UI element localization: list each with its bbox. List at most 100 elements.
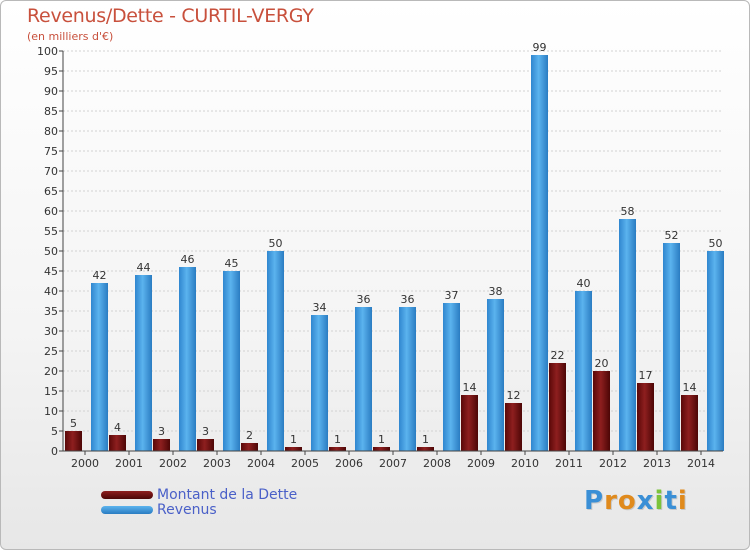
bar-revenus: [267, 251, 284, 451]
data-label-revenus: 52: [665, 229, 679, 242]
y-tick-label: 95: [44, 65, 58, 78]
chart-title: Revenus/Dette - CURTIL-VERGY: [27, 5, 314, 27]
y-tick-label: 80: [44, 125, 58, 138]
data-label-dette: 17: [639, 369, 653, 382]
data-label-revenus: 99: [533, 41, 547, 54]
bar-dette: [329, 447, 346, 451]
y-tick-label: 5: [51, 425, 58, 438]
data-label-dette: 14: [463, 381, 477, 394]
data-label-revenus: 42: [93, 269, 107, 282]
bar-revenus: [91, 283, 108, 451]
data-label-dette: 1: [290, 433, 297, 446]
legend-item-dette: Montant de la Dette: [101, 487, 297, 503]
x-tick-label: 2010: [511, 457, 539, 470]
legend-swatch-dette: [101, 490, 153, 499]
data-label-dette: 1: [422, 433, 429, 446]
data-label-revenus: 45: [225, 257, 239, 270]
bar-dette: [197, 439, 214, 451]
y-tick-label: 45: [44, 265, 58, 278]
y-tick-label: 75: [44, 145, 58, 158]
logo-letter: o: [617, 486, 637, 516]
data-label-dette: 3: [202, 425, 209, 438]
y-tick-label: 0: [51, 445, 58, 458]
y-tick-label: 65: [44, 185, 58, 198]
x-tick-label: 2012: [599, 457, 627, 470]
bar-revenus: [707, 251, 724, 451]
y-tick-label: 10: [44, 405, 58, 418]
data-label-revenus: 34: [313, 301, 327, 314]
logo-letter: i: [654, 486, 665, 516]
x-tick-label: 2004: [247, 457, 275, 470]
bar-dette: [65, 431, 82, 451]
bar-revenus: [399, 307, 416, 451]
x-tick-label: 2007: [379, 457, 407, 470]
bar-dette: [549, 363, 566, 451]
data-label-revenus: 36: [357, 293, 371, 306]
logo-letter: P: [584, 486, 605, 516]
bar-dette: [241, 443, 258, 451]
bar-dette: [681, 395, 698, 451]
bar-revenus: [619, 219, 636, 451]
y-tick-label: 70: [44, 165, 58, 178]
bar-dette: [637, 383, 654, 451]
x-tick-label: 2011: [555, 457, 583, 470]
bar-dette: [373, 447, 390, 451]
data-label-dette: 2: [246, 429, 253, 442]
x-tick-label: 2003: [203, 457, 231, 470]
data-label-dette: 1: [378, 433, 385, 446]
bar-revenus: [135, 275, 152, 451]
y-tick-label: 60: [44, 205, 58, 218]
bar-dette: [417, 447, 434, 451]
data-label-revenus: 58: [621, 205, 635, 218]
bar-revenus: [663, 243, 680, 451]
data-label-dette: 22: [551, 349, 565, 362]
logo-letter: i: [677, 486, 688, 516]
y-tick-label: 15: [44, 385, 58, 398]
x-tick-label: 2008: [423, 457, 451, 470]
x-tick-label: 2005: [291, 457, 319, 470]
y-tick-label: 90: [44, 85, 58, 98]
x-tick-label: 2014: [687, 457, 715, 470]
chart-subtitle: (en milliers d'€): [27, 30, 114, 43]
data-label-dette: 1: [334, 433, 341, 446]
data-label-dette: 12: [507, 389, 521, 402]
data-label-dette: 4: [114, 421, 121, 434]
bar-revenus: [355, 307, 372, 451]
x-tick-label: 2013: [643, 457, 671, 470]
data-label-revenus: 50: [269, 237, 283, 250]
y-tick-label: 40: [44, 285, 58, 298]
logo-letter: t: [664, 486, 678, 516]
y-tick-label: 35: [44, 305, 58, 318]
bar-dette: [461, 395, 478, 451]
data-label-revenus: 46: [181, 253, 195, 266]
data-label-revenus: 37: [445, 289, 459, 302]
x-tick-label: 2001: [115, 457, 143, 470]
bar-dette: [109, 435, 126, 451]
x-tick-label: 2002: [159, 457, 187, 470]
data-label-revenus: 38: [489, 285, 503, 298]
bar-revenus: [575, 291, 592, 451]
x-tick-label: 2009: [467, 457, 495, 470]
y-tick-label: 55: [44, 225, 58, 238]
data-label-revenus: 50: [709, 237, 723, 250]
y-tick-label: 50: [44, 245, 58, 258]
data-label-dette: 5: [70, 417, 77, 430]
data-label-revenus: 44: [137, 261, 151, 274]
y-tick-label: 20: [44, 365, 58, 378]
logo-letter: r: [604, 486, 618, 516]
data-label-dette: 20: [595, 357, 609, 370]
y-tick-label: 30: [44, 325, 58, 338]
data-label-dette: 3: [158, 425, 165, 438]
bar-dette: [505, 403, 522, 451]
legend-label-revenus: Revenus: [157, 501, 217, 518]
chart-legend: Montant de la Dette Revenus: [101, 487, 297, 518]
legend-item-revenus: Revenus: [101, 501, 297, 518]
bar-revenus: [179, 267, 196, 451]
bar-dette: [153, 439, 170, 451]
x-tick-label: 2006: [335, 457, 363, 470]
x-tick-label: 2000: [71, 457, 99, 470]
data-label-dette: 14: [683, 381, 697, 394]
legend-swatch-revenus: [101, 505, 153, 514]
